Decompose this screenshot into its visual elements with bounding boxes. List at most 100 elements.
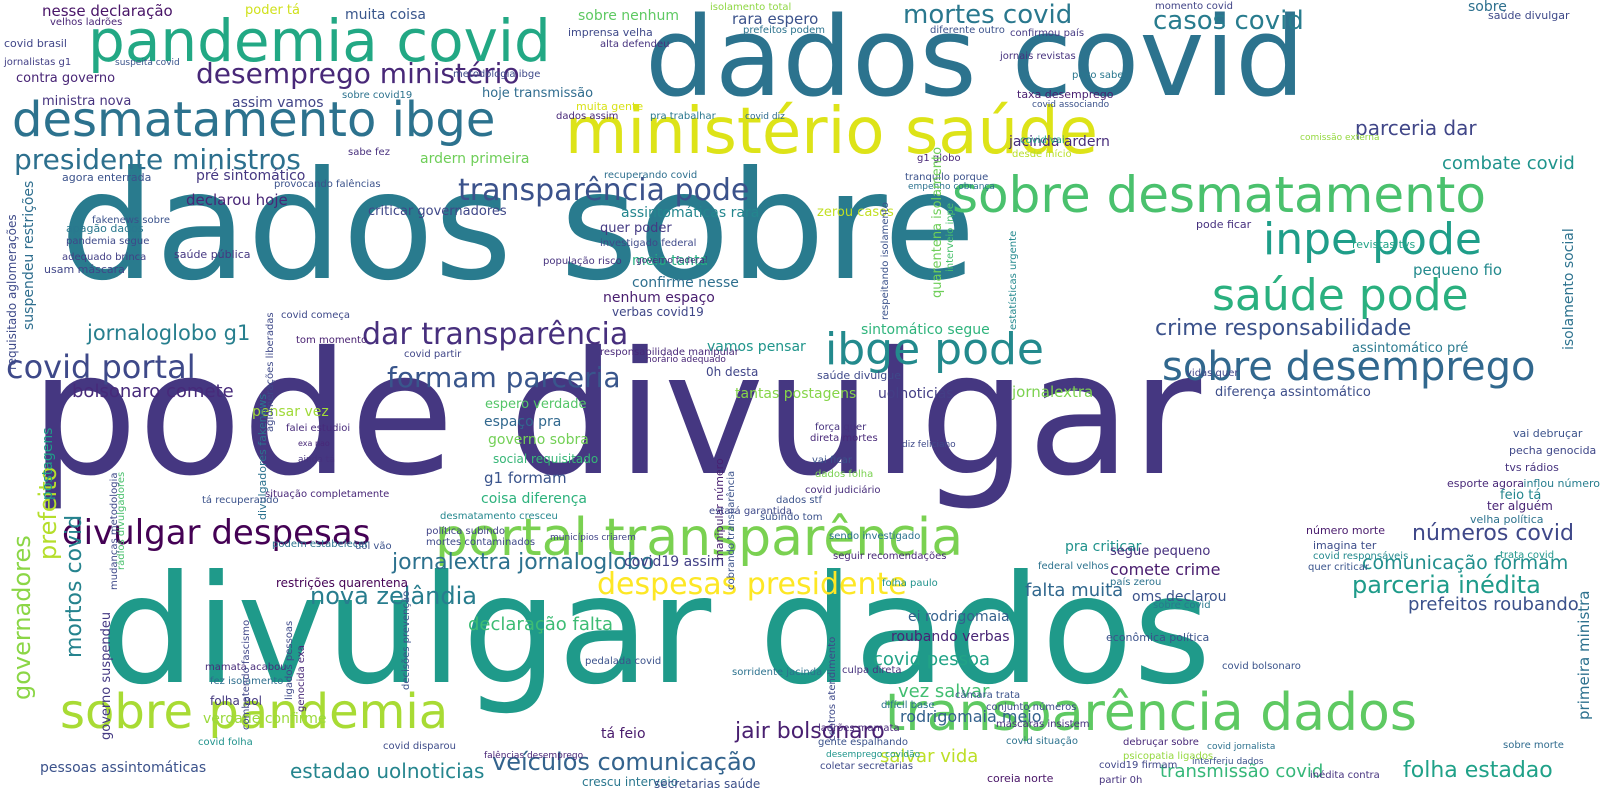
cloud-word: divulgar dados [100,544,1212,718]
cloud-word: jornalextra [1012,383,1094,401]
cloud-word: horário adequado [646,355,726,365]
cloud-word: jornaloglobo g1 [87,321,251,345]
cloud-word: covid portal [6,348,196,386]
cloud-word: governo sobra [488,432,589,448]
cloud-word: empenho cobrança [908,182,995,192]
cloud-word: exa nao [298,439,330,448]
cloud-word: falei estudioi [286,423,351,434]
cloud-word: covid associando [1032,100,1110,110]
cloud-word: números covid [1412,521,1574,546]
cloud-word: trata covid [1500,550,1555,561]
cloud-word: covid situação [1006,736,1078,747]
cloud-word: psicopatia ligados [1123,751,1214,762]
cloud-word: diz feliciano [902,440,956,450]
cloud-word: covid19 assim [624,554,725,570]
cloud-word: culpa direta [842,665,902,676]
cloud-word: suspeita covid [115,58,180,68]
cloud-word: parceria inédita [1352,571,1541,599]
cloud-word: pré sintomático [196,168,306,184]
cloud-word: portal transparência [435,508,964,568]
cloud-word: crime responsabilidade [1155,316,1412,341]
cloud-word: estatísticas urgente [1008,230,1019,330]
cloud-word: situação completamente [265,489,390,500]
cloud-word: zerou casos [817,205,894,220]
cloud-word: adequado brinca [62,252,147,263]
cloud-word: g1 formam [484,469,567,487]
cloud-word: fakenews sobre [92,215,171,226]
cloud-word: rara espero [732,10,819,28]
cloud-word: quer poder [600,221,672,236]
cloud-word: sobre morte [1503,740,1564,751]
cloud-word: rodrigomaia meio [900,707,1042,726]
cloud-word: inflou número [1523,477,1600,490]
cloud-word: covid partir [404,349,462,360]
cloud-word: usam máscara [44,263,125,276]
cloud-word: jornais revistas [1000,51,1076,62]
cloud-word: vamos pensar [707,339,806,355]
cloud-word: coletar secretarias [820,761,914,772]
cloud-word: municípios criarem [550,533,636,543]
cloud-word: sobre covid [1153,600,1211,611]
cloud-word: combatendo fascismo [241,619,252,730]
cloud-word: falta muita [1025,580,1124,601]
cloud-word: ei rodrigomaia [908,609,1010,625]
cloud-word: saúde pública [174,248,251,261]
cloud-word: diferença assintomático [1215,385,1371,400]
cloud-word: nesse declaração [42,2,173,20]
cloud-word: quarentena isolamento [930,146,945,298]
cloud-word: dados sobre [60,140,976,314]
cloud-word: covid diz [745,112,785,122]
cloud-word: covid judiciário [805,485,881,496]
cloud-word: parceria dar [1355,116,1477,140]
cloud-word: muita gente [576,100,644,113]
cloud-word: gente espalhando [818,737,908,748]
cloud-word: uol vão [355,541,392,552]
cloud-word: fez isolamento [210,676,284,687]
cloud-word: combate covid [1442,153,1575,174]
cloud-word: desmatamento ibge [12,92,496,148]
cloud-word: covid bolsonaro [1222,661,1301,672]
cloud-word: dar transparência [362,317,629,352]
cloud-word: desmatamento cresceu [440,511,558,522]
cloud-word: sobre [1468,0,1507,15]
cloud-word: jornalistas g1 [4,57,72,68]
cloud-word: prefeitos podem [743,25,825,36]
cloud-word: ter alguém [1487,499,1553,513]
cloud-word: econômica política [1106,631,1210,644]
cloud-word: debruçar sobre [1123,737,1199,748]
cloud-word: direta mortes [810,433,878,444]
cloud-word: estará garantida [709,506,793,517]
cloud-word: vidas quer [1186,368,1239,379]
cloud-word: inpe pode [1263,214,1482,265]
cloud-word: revistas tvs [1352,238,1416,251]
cloud-word: roubando verbas [891,629,1010,645]
cloud-word: dados stf [776,495,822,506]
cloud-word: covid pessoa [873,649,991,670]
cloud-word: declaração falta [468,614,613,635]
cloud-word: interferiu dados [1192,757,1264,767]
cloud-word: política subindo [426,526,506,537]
cloud-word: secretarias saúde [654,777,761,791]
cloud-word: suspendeu restrições [21,180,37,330]
cloud-word: pecha genocida [1509,444,1597,457]
cloud-word: governo federal [636,256,708,266]
cloud-word: folha estadao [1403,758,1553,783]
cloud-word: dados folha [815,469,874,480]
cloud-word: tvs rádios [1505,461,1559,474]
cloud-word: ligados pessoas [284,620,295,700]
cloud-word: contra governo [16,71,116,86]
cloud-word: meio tanta [632,253,709,269]
cloud-word: veículos comunicação [492,748,757,776]
cloud-word: jair bolsonaro [735,719,885,744]
cloud-word: transparência dados [885,683,1417,743]
cloud-word: assim vamos [232,95,324,111]
cloud-word: inédita contra [1310,770,1380,781]
cloud-word: decisões prevenção [401,590,412,690]
cloud-word: presidente ministros [14,143,301,176]
cloud-word: casos covid [1153,6,1304,36]
cloud-word: covid19 firmam [1099,760,1178,771]
cloud-word: crescu interveio [582,775,679,789]
cloud-word: rádios divulgadores [116,471,127,570]
cloud-word: criticar governadores [368,204,507,219]
cloud-word: taxa desemprego [1017,88,1114,101]
